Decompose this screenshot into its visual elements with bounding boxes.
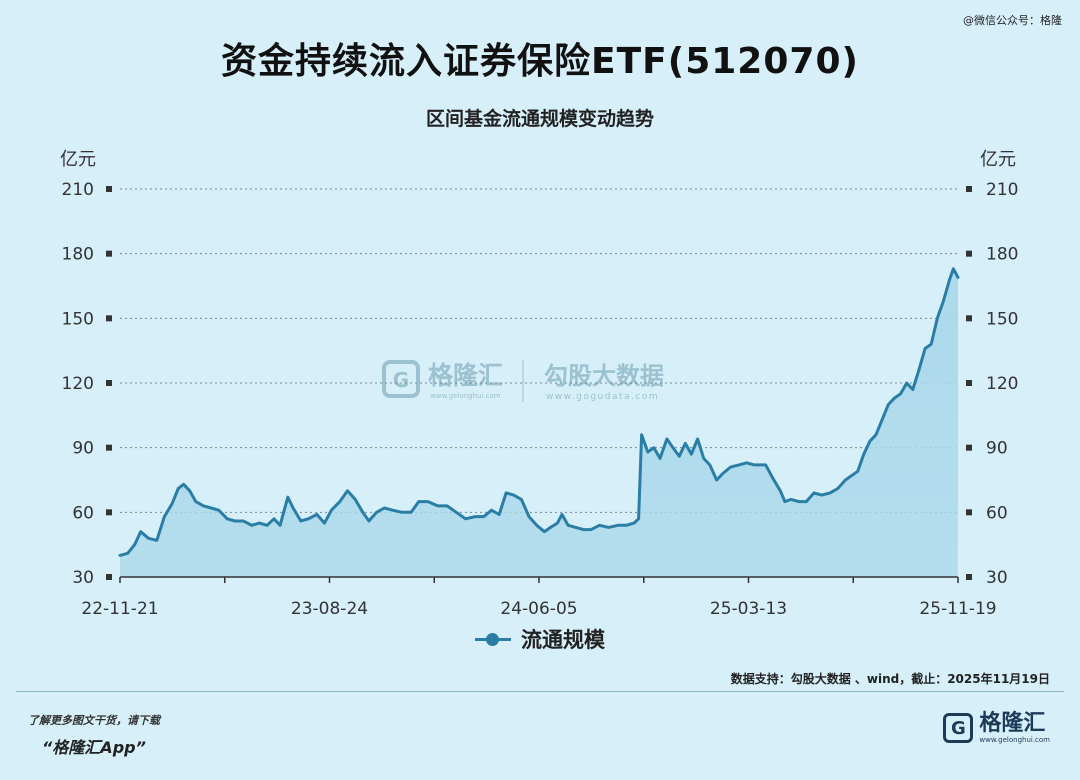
g-logo-icon: G [943,713,974,743]
legend-label: 流通规模 [521,628,605,652]
data-source: 数据支持：勾股大数据 、wind，截止：2025年11月19日 [730,672,1050,686]
y-tick-mark-right [966,380,972,386]
watermark-brand1: 格隆汇 [428,361,503,390]
watermark-brand2-url: www.gogudata.com [546,392,659,402]
y-tick-mark-right [966,444,972,451]
y-tick-label-right: 60 [986,503,1008,523]
footer-logo-name: 格隆汇 [979,711,1046,736]
y-tick-label-left: 120 [62,374,94,394]
watermark-logo-icon [382,360,420,398]
watermark: G 格隆汇 www.gelonghui.com 勾股大数据 www.goguda… [382,360,664,402]
y-axis-label-right: 亿元 [980,149,1016,170]
footer-app-name: “格隆汇App” [42,738,146,757]
watermark-brand2: 勾股大数据 [544,362,664,390]
footer-divider [16,691,1064,692]
y-tick-label-right: 150 [986,309,1018,329]
y-tick-label-right: 210 [986,180,1018,200]
y-axis-label-left: 亿元 [60,149,96,170]
series-line [118,267,960,557]
x-tick-label: 25-11-19 [919,599,996,619]
series-area [120,268,958,577]
y-tick-label-left: 60 [72,503,94,523]
footer-tip: 了解更多图文干货，请下载 [28,714,160,727]
corner-credit: @微信公众号：格隆 [963,14,1062,27]
y-tick-label-right: 30 [986,568,1008,588]
y-tick-mark-left [106,574,112,580]
y-tick-mark-right [966,186,972,192]
y-tick-mark-left [106,186,112,192]
y-tick-mark-right [966,509,972,516]
y-tick-label-right: 90 [986,439,1008,459]
y-tick-mark-left [106,380,112,386]
y-tick-mark-left [106,250,112,257]
y-tick-mark-left [106,509,112,516]
y-tick-mark-right [966,250,972,257]
y-tick-mark-left [106,444,112,451]
y-tick-label-right: 180 [986,245,1018,265]
y-tick-label-left: 210 [62,180,94,200]
legend-marker-icon [475,631,511,647]
y-tick-label-right: 120 [986,374,1018,394]
y-tick-label-left: 30 [72,568,94,588]
y-tick-label-left: 90 [72,439,94,459]
y-tick-mark-right [966,315,972,322]
chart-subtitle: 区间基金流通规模变动趋势 [425,108,654,130]
y-tick-mark-left [106,315,112,322]
x-tick-label: 22-11-21 [81,599,158,619]
watermark-logo-letter: G [393,368,409,392]
y-tick-label-left: 150 [62,309,94,329]
footer-logo-url: www.gelonghui.com [979,736,1050,744]
chart-title: 资金持续流入证券保险ETF(512070) [221,41,859,82]
chart-canvas: G 格隆汇 www.gelonghui.com 勾股大数据 www.goguda… [60,149,1018,619]
x-tick-label: 24-06-05 [500,599,577,619]
legend: 流通规模 [0,624,1080,654]
x-tick-label: 25-03-13 [710,599,787,619]
y-tick-label-left: 180 [62,245,94,265]
y-tick-mark-right [966,574,972,580]
watermark-brand1-url: www.gelonghui.com [430,392,501,400]
footer-logo[interactable]: G 格隆汇 www.gelonghui.com [943,712,1050,744]
x-tick-label: 23-08-24 [291,599,368,619]
